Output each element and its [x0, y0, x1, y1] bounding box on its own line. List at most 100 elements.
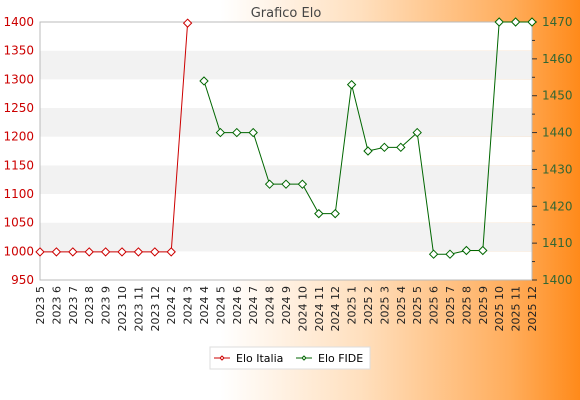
data-point-elo-italia: [51, 247, 62, 257]
series-line-elo-italia: [40, 23, 189, 253]
data-point-elo-fide: [396, 142, 406, 153]
data-point-elo-fide: [330, 208, 340, 219]
right-tick-label: 1450: [542, 89, 573, 103]
grid-band: [40, 251, 532, 280]
left-tick-label: 1050: [3, 216, 34, 230]
data-point-elo-fide: [428, 249, 439, 259]
x-tick-label: 2024 9: [280, 286, 293, 325]
legend-marker: [301, 355, 307, 361]
grid-band: [40, 22, 532, 51]
x-tick-label: 2025 7: [444, 286, 457, 325]
data-point-elo-fide: [461, 245, 472, 256]
legend-marker: [219, 355, 225, 361]
data-point-elo-italia: [68, 247, 78, 257]
right-tick-label: 1420: [542, 199, 573, 213]
legend-label-elo-italia: Elo Italia: [236, 352, 283, 365]
x-tick-label: 2025 3: [378, 286, 391, 325]
grid-band: [40, 194, 532, 223]
data-point-elo-fide: [510, 17, 521, 27]
series-layer: [35, 17, 537, 259]
data-point-elo-italia: [166, 247, 176, 257]
left-tick-label: 1350: [3, 44, 34, 58]
data-point-elo-italia: [84, 247, 94, 257]
data-point-elo-fide: [363, 146, 373, 156]
right-tick-label: 1460: [542, 52, 573, 66]
x-tick-label: 2024 8: [264, 286, 277, 325]
x-tick-label: 2025 10: [493, 286, 506, 332]
data-point-elo-fide: [281, 179, 291, 189]
data-point-elo-fide: [379, 142, 390, 153]
data-point-elo-italia: [150, 247, 160, 257]
right-tick-label: 1410: [542, 236, 573, 250]
x-tick-label: 2025 9: [477, 286, 490, 325]
right-axis-ticks: 1400 1410 1420 1430 1440 1450 1460 1470: [532, 15, 573, 287]
x-tick-label: 2025 12: [526, 286, 539, 332]
x-tick-label: 2023 8: [83, 286, 96, 325]
right-tick-label: 1430: [542, 162, 573, 176]
right-tick-label: 1440: [542, 126, 573, 140]
x-tick-label: 2025 5: [411, 286, 424, 325]
x-tick-label: 2023 5: [34, 286, 47, 325]
grid-band: [40, 222, 532, 252]
grid-band: [40, 136, 532, 166]
x-tick-label: 2025 4: [395, 286, 408, 325]
x-tick-label: 2024 4: [198, 286, 211, 325]
data-point-elo-fide: [199, 76, 209, 86]
left-tick-label: 1150: [3, 158, 34, 172]
grid-band: [40, 108, 532, 137]
data-point-elo-italia: [117, 247, 127, 257]
data-point-elo-fide: [346, 79, 357, 90]
x-tick-label: 2025 2: [362, 286, 375, 325]
left-tick-label: 950: [11, 273, 34, 287]
x-tick-label: 2024 7: [247, 286, 260, 325]
data-point-elo-italia: [35, 247, 45, 257]
data-point-elo-fide: [297, 179, 308, 189]
data-point-elo-fide: [232, 127, 242, 138]
x-tick-label: 2025 6: [428, 286, 441, 325]
data-point-elo-fide: [494, 17, 504, 27]
right-tick-label: 1470: [542, 15, 573, 29]
legend-label-elo-fide: Elo FIDE: [318, 352, 363, 365]
chart-title: Grafico Elo: [251, 6, 322, 21]
data-point-elo-fide: [445, 249, 455, 259]
left-tick-label: 1400: [3, 15, 34, 29]
left-axis-ticks: 950 1000 1050 1100 1150 1200 1250 1300 1350 1400: [3, 15, 34, 287]
data-point-elo-italia: [182, 18, 193, 28]
data-point-elo-fide: [264, 179, 275, 189]
legend-box: [209, 346, 371, 370]
x-tick-label: 2024 2: [165, 286, 178, 325]
x-tick-label: 2024 10: [296, 286, 309, 332]
left-tick-label: 1300: [3, 72, 34, 86]
legend: Elo Italia Elo FIDE: [209, 346, 371, 370]
grid-band: [40, 79, 532, 108]
data-point-elo-italia: [100, 247, 111, 257]
data-point-elo-italia: [133, 247, 144, 257]
x-tick-label: 2024 6: [231, 286, 244, 325]
grid-band: [40, 50, 532, 80]
data-point-elo-fide: [527, 17, 537, 27]
data-point-elo-fide: [412, 127, 422, 138]
x-tick-label: 2024 3: [182, 286, 195, 325]
x-tick-label: 2023 7: [67, 286, 80, 325]
data-point-elo-fide: [215, 127, 226, 138]
x-axis-ticks: 2023 5 2023 6 2023 7 2023 8 2023 9 2023 10 202…: [34, 286, 539, 332]
left-tick-label: 1200: [3, 130, 34, 144]
right-tick-label: 1400: [542, 273, 573, 287]
x-tick-label: 2023 6: [50, 286, 63, 325]
left-tick-label: 1000: [3, 244, 34, 258]
x-tick-label: 2023 10: [116, 286, 129, 332]
x-tick-label: 2025 11: [510, 286, 523, 332]
x-tick-label: 2025 8: [460, 286, 473, 325]
x-tick-label: 2024 5: [214, 286, 227, 325]
x-tick-label: 2023 11: [132, 286, 145, 332]
x-tick-label: 2024 11: [313, 286, 326, 332]
data-point-elo-fide: [478, 245, 488, 256]
x-tick-label: 2023 12: [149, 286, 162, 332]
data-point-elo-fide: [248, 127, 258, 138]
x-tick-label: 2025 1: [346, 286, 359, 325]
x-tick-label: 2023 9: [100, 286, 113, 325]
left-tick-label: 1250: [3, 101, 34, 115]
grid-bands: [40, 22, 532, 280]
